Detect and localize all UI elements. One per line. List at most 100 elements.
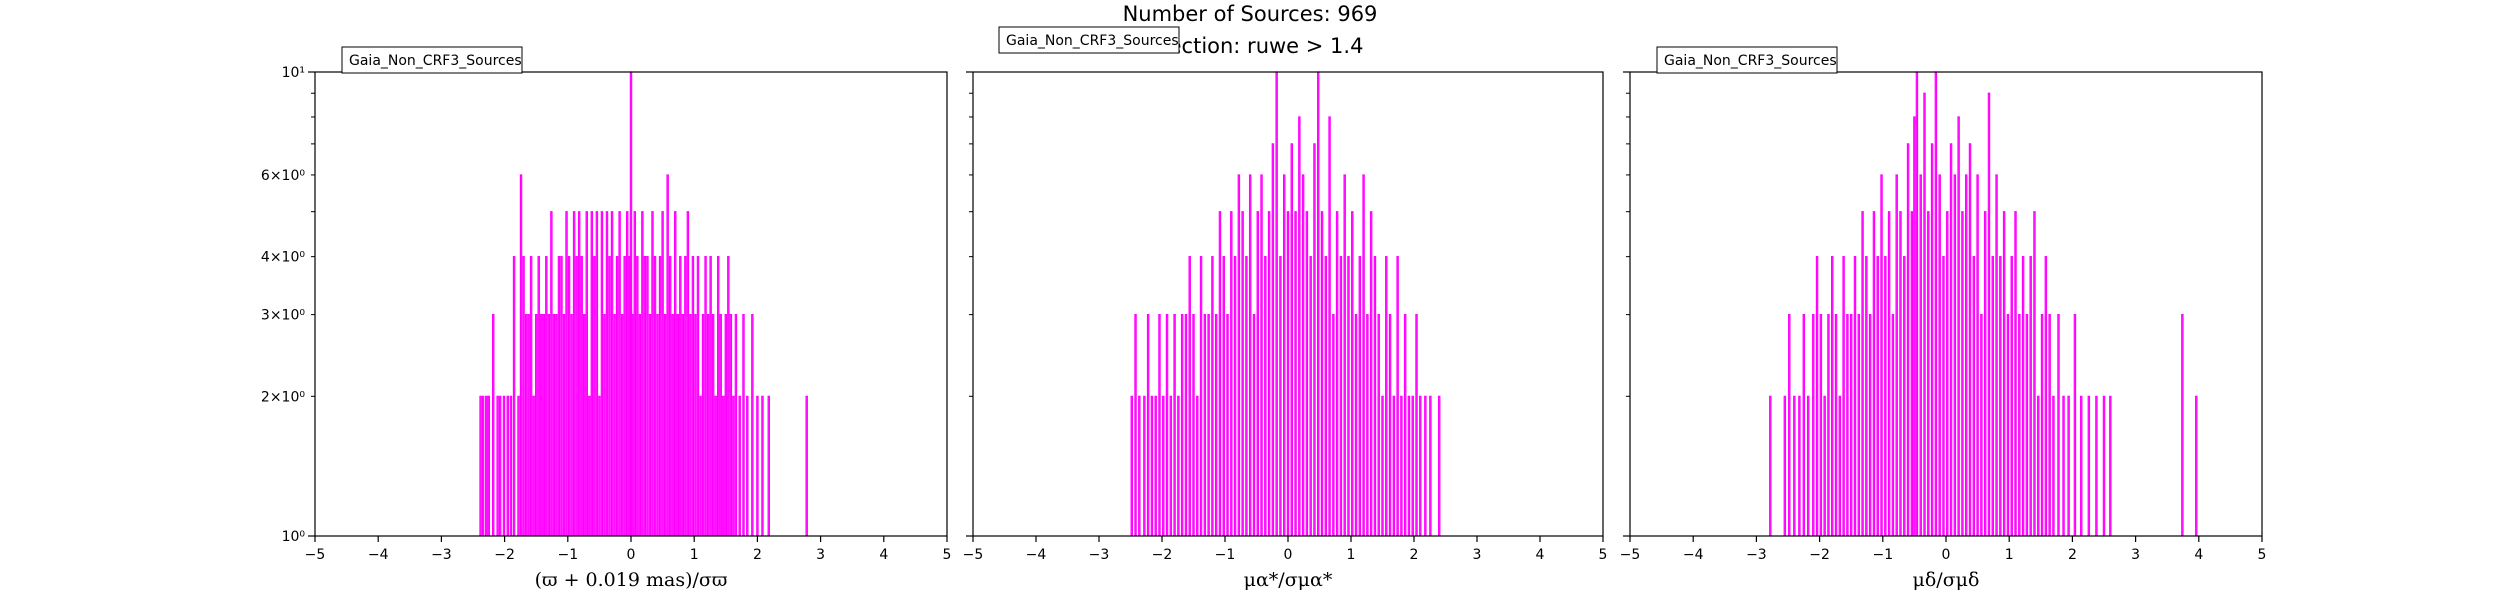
- histogram-bar: [615, 256, 619, 536]
- histogram-bar: [1861, 211, 1864, 536]
- x-tick-label: 0: [1284, 547, 1293, 563]
- histogram-bar: [2033, 211, 2036, 536]
- histogram-bar: [751, 314, 754, 536]
- panel-pm-ra: −5 −4 −3 −2 −1 0 1 2 3 4 5 Gaia_Non_CRF3_Sources μα*…: [963, 26, 1608, 591]
- histogram-bar: [1362, 174, 1365, 536]
- histogram-bar: [552, 314, 556, 536]
- histogram-bar: [689, 314, 692, 536]
- x-tick-label: −5: [305, 547, 326, 563]
- histogram-bar: [2057, 314, 2060, 536]
- histogram-bar: [1226, 314, 1229, 536]
- histogram-bar: [1953, 174, 1957, 536]
- x-tick-label: 5: [2258, 547, 2267, 563]
- histogram-bar: [509, 395, 513, 536]
- histogram-bar: [1192, 314, 1195, 536]
- histogram-bar: [1369, 211, 1373, 536]
- histogram-bar: [674, 211, 677, 536]
- histogram-bar: [585, 211, 588, 536]
- y-tick-label: 4×10⁰: [261, 250, 305, 266]
- histogram-bar: [701, 314, 705, 536]
- histogram-bar: [1987, 92, 1991, 536]
- histogram-bar: [1203, 314, 1207, 536]
- histogram-bar: [684, 256, 687, 536]
- histogram-bar: [656, 314, 659, 536]
- legend-box: [1656, 46, 1838, 74]
- histogram-bar: [1241, 211, 1244, 536]
- histogram-bar: [746, 395, 749, 536]
- histogram-bar: [1396, 256, 1399, 536]
- histogram-bar: [2044, 256, 2048, 536]
- histogram-bar: [1812, 314, 1815, 536]
- histogram-bar: [479, 395, 482, 536]
- histogram-bar: [1298, 116, 1301, 536]
- histogram-bar: [686, 211, 690, 536]
- histogram-bar: [1949, 143, 1953, 536]
- histogram-bar: [1919, 174, 1922, 536]
- histogram-bar: [1173, 314, 1176, 536]
- x-tick-label: 5: [943, 547, 952, 563]
- histogram-bar: [1237, 174, 1241, 536]
- histogram-bar: [2018, 314, 2021, 536]
- histogram-bar: [1906, 143, 1910, 536]
- histogram-bar: [681, 314, 685, 536]
- histogram-bar: [512, 256, 516, 536]
- histogram-bar: [1134, 314, 1137, 536]
- histogram-bar: [2040, 314, 2044, 536]
- histogram-bar: [1913, 116, 1916, 536]
- x-tick-label: −3: [1746, 547, 1767, 563]
- histogram-bar: [658, 256, 662, 536]
- histogram-bar: [1834, 314, 1838, 536]
- histogram-bar: [738, 395, 741, 536]
- histogram-bar: [1815, 256, 1819, 536]
- histogram-bar: [542, 314, 546, 536]
- histogram-bar: [691, 256, 695, 536]
- histogram-bar: [1831, 256, 1834, 536]
- histogram-bar: [1385, 256, 1388, 536]
- histogram-bar: [498, 395, 502, 536]
- histogram-bar: [610, 211, 614, 536]
- histogram-bar: [1991, 256, 1994, 536]
- histogram-bar: [1802, 314, 1806, 536]
- histogram-bar: [1233, 256, 1237, 536]
- x-tick-label: −5: [963, 547, 984, 563]
- legend-label: Gaia_Non_CRF3_Sources: [1006, 33, 1179, 49]
- histogram-bar: [1407, 395, 1411, 536]
- x-tick-label: −1: [1215, 547, 1236, 563]
- histogram-bar: [1271, 143, 1275, 536]
- histogram-bar: [1366, 314, 1369, 536]
- y-tick-label: 10⁰: [282, 529, 306, 545]
- histogram-bar: [1838, 395, 1842, 536]
- histogram-bar: [1130, 395, 1133, 536]
- histogram-bar: [550, 211, 553, 536]
- histogram-bar: [1903, 256, 1906, 536]
- x-tick-label: 4: [2194, 547, 2203, 563]
- x-tick-label: 5: [1599, 547, 1608, 563]
- histogram-bar: [1976, 174, 1979, 536]
- histogram-bar: [1392, 395, 1396, 536]
- histogram-bar: [2002, 211, 2006, 536]
- histogram-bar: [608, 256, 611, 536]
- histogram-bar: [562, 314, 566, 536]
- histogram-bar: [767, 395, 771, 536]
- histogram-bar: [1267, 211, 1271, 536]
- histogram-bar: [1146, 314, 1150, 536]
- histogram-bar: [1245, 256, 1248, 536]
- histogram-bar: [1419, 395, 1422, 536]
- x-tick-label: 1: [1347, 547, 1356, 563]
- x-axis-label: μδ/σμδ: [1913, 569, 1980, 591]
- histogram-bar: [1930, 143, 1934, 536]
- histogram-bar: [2052, 395, 2055, 536]
- y-tick-label: 2×10⁰: [261, 389, 305, 405]
- x-tick-label: 3: [816, 547, 825, 563]
- y-tick-label: 6×10⁰: [261, 168, 305, 184]
- histogram-bar: [1995, 174, 1998, 536]
- x-tick-label: 2: [753, 547, 762, 563]
- histogram-bar: [1842, 256, 1845, 536]
- histogram-bar: [2087, 395, 2091, 536]
- histogram-bar: [1887, 211, 1891, 536]
- histogram-bar: [613, 314, 616, 536]
- histogram-bar: [643, 256, 647, 536]
- y-tick-label: 3×10⁰: [261, 308, 305, 324]
- histogram-bar: [1923, 92, 1926, 536]
- histogram-bar: [2048, 314, 2051, 536]
